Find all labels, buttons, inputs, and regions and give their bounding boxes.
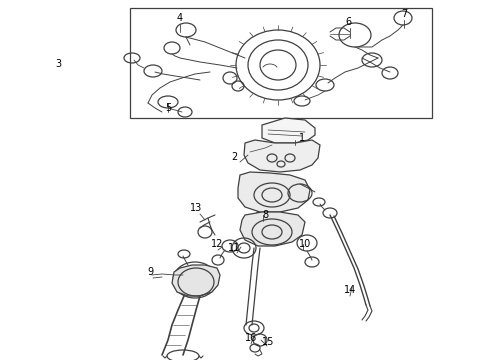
Text: 1: 1 — [299, 133, 305, 143]
Text: 13: 13 — [190, 203, 202, 213]
Text: 8: 8 — [262, 210, 268, 220]
Text: 5: 5 — [165, 103, 171, 113]
Text: 15: 15 — [262, 337, 274, 347]
Polygon shape — [262, 118, 315, 143]
Polygon shape — [238, 172, 310, 212]
Bar — [130, 8, 432, 118]
Text: 6: 6 — [345, 17, 351, 27]
Polygon shape — [244, 140, 320, 172]
Polygon shape — [172, 265, 220, 296]
Text: 11: 11 — [228, 243, 240, 253]
Text: 16: 16 — [245, 333, 257, 343]
Text: 2: 2 — [231, 152, 237, 162]
Text: 14: 14 — [344, 285, 356, 295]
Polygon shape — [240, 212, 305, 246]
Text: 7: 7 — [401, 9, 407, 19]
Text: 4: 4 — [177, 13, 183, 23]
Text: 3: 3 — [55, 59, 61, 69]
Text: 9: 9 — [147, 267, 153, 277]
Text: 12: 12 — [211, 239, 223, 249]
Text: 10: 10 — [299, 239, 311, 249]
